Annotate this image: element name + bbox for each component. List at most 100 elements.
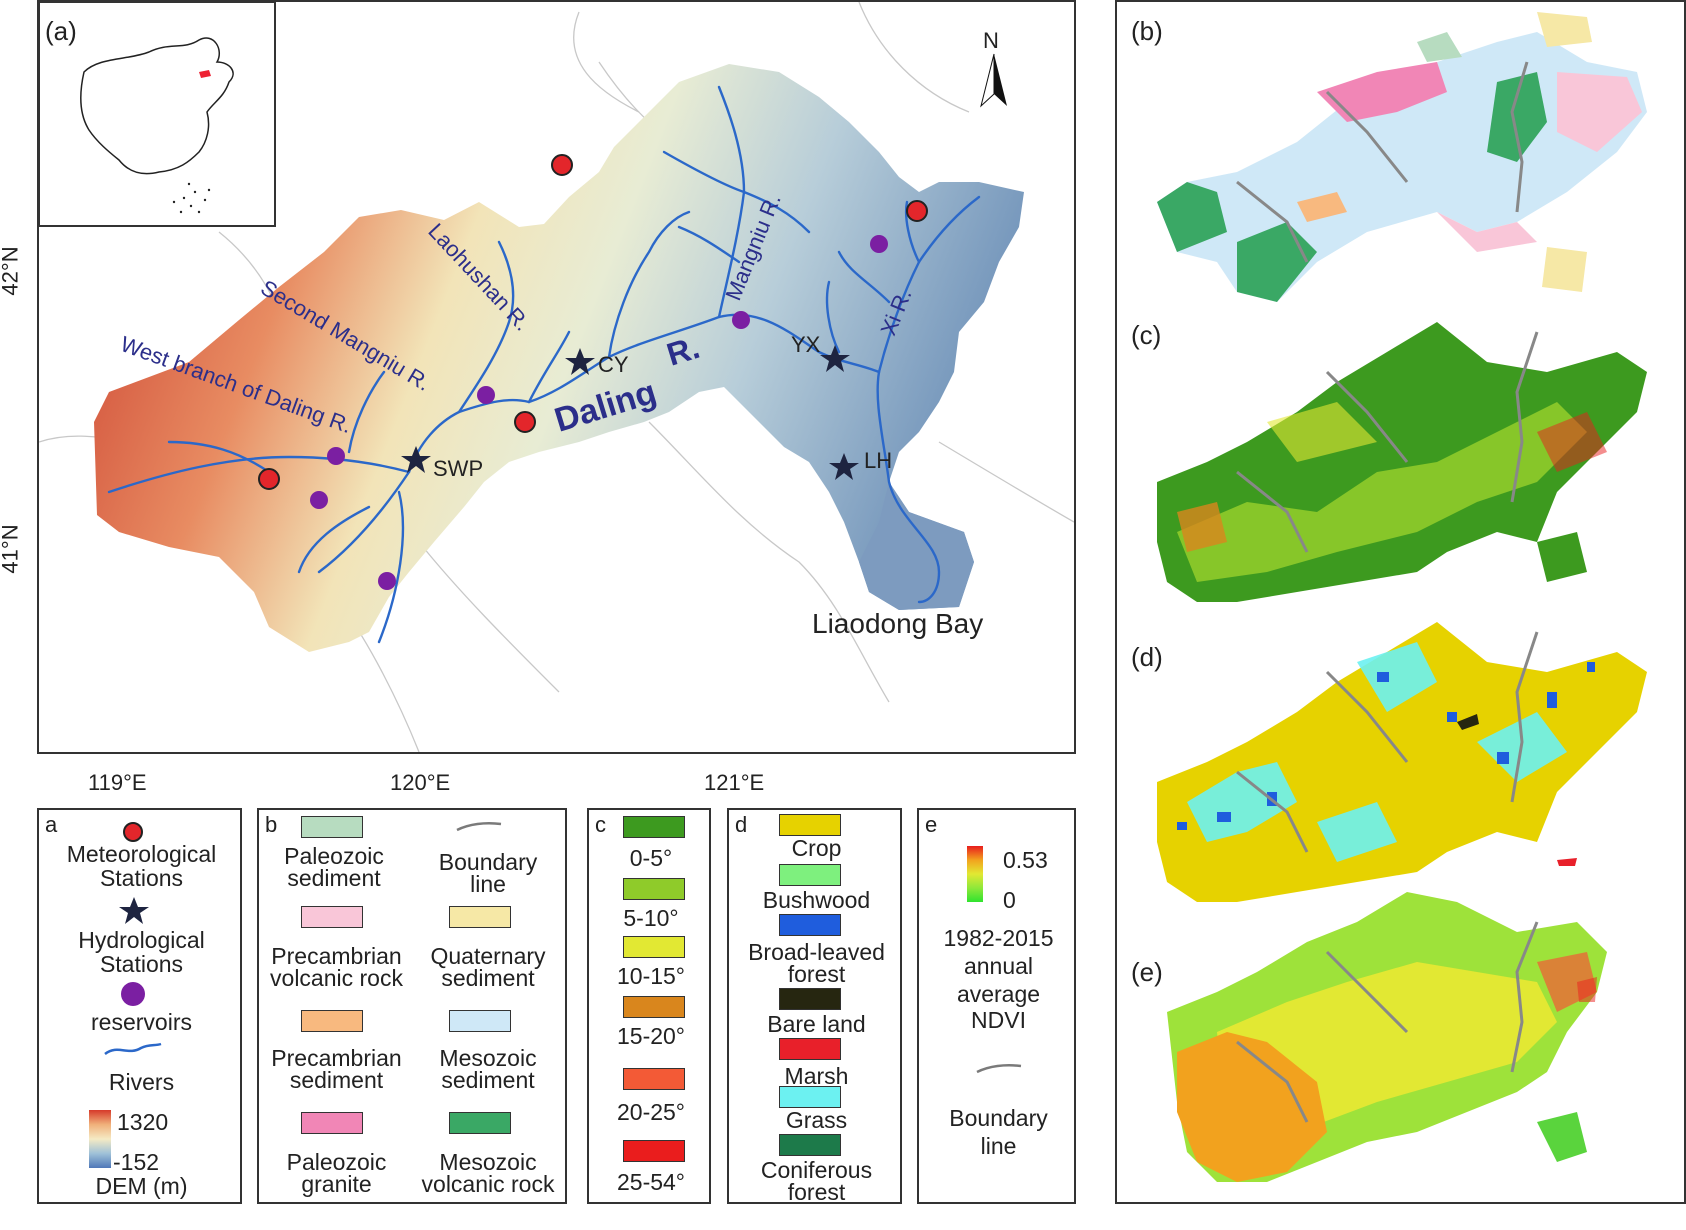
swatch-precambrian-volcanic <box>301 906 363 928</box>
main-map-panel: Daling R. Laohushan R. Second Mangniu R.… <box>37 0 1076 754</box>
legend-b-item-3-l1: Quaternary <box>430 943 546 969</box>
river-network <box>107 85 981 644</box>
swatch-slope-0-5 <box>623 816 685 838</box>
legend-b-item-7-l1: Mesozoic <box>439 1149 537 1175</box>
legend-b-item-6-l1: Paleozoic <box>286 1149 387 1175</box>
landuse-label-conif-2: forest <box>787 1179 846 1205</box>
panel-label-e: (e) <box>1131 957 1163 987</box>
legend-b-item-0-l1: Paleozoic <box>284 843 384 869</box>
legend-b-item-3-l2: sediment <box>441 965 535 991</box>
ndvi-title-2: annual <box>963 953 1034 979</box>
ndvi-max-label: 0.53 <box>1003 847 1048 873</box>
ndvi-title-3: average <box>956 981 1041 1007</box>
swatch-bare-land <box>779 988 841 1010</box>
right-panels-frame: (b) (c) (d) <box>1115 0 1686 1204</box>
legend-b-item-6-l2: granite <box>301 1171 372 1197</box>
label-yx: YX <box>791 332 821 357</box>
panel-c-slope-map <box>1157 322 1647 602</box>
legend-b-item-2-l2: volcanic rock <box>270 965 403 991</box>
ndvi-boundary-symbol <box>976 1064 1022 1074</box>
legend-b-item-4-l2: sediment <box>289 1067 384 1093</box>
legend-a-key: a <box>45 812 58 837</box>
north-arrow-icon <box>994 54 1007 106</box>
hydro-station-swp <box>401 446 431 473</box>
label-liaodong-bay: Liaodong Bay <box>812 608 983 639</box>
legend-b-key: b <box>265 812 278 837</box>
ndvi-colorbar <box>967 846 983 902</box>
landuse-label-bare: Bare land <box>767 1011 866 1037</box>
swatch-precambrian-sediment <box>301 1010 363 1032</box>
swatch-bushwood <box>779 864 841 886</box>
reservoir-symbol <box>121 982 145 1006</box>
landuse-label-crop: Crop <box>791 835 842 861</box>
ndvi-min-label: 0 <box>1003 887 1016 913</box>
china-outline <box>79 37 234 175</box>
slope-label-5: 25-54° <box>616 1169 686 1195</box>
legend-c-key: c <box>595 812 606 837</box>
legend-a-hyd-line1: Hydrological <box>78 927 205 953</box>
liaodong-bay-water <box>859 482 974 610</box>
main-map-svg: Daling R. Laohushan R. Second Mangniu R.… <box>39 2 1074 752</box>
met-station <box>258 468 280 490</box>
swatch-broad-leaved <box>779 914 841 936</box>
lon-tick-120: 120°E <box>390 770 451 795</box>
swatch-grass <box>779 1086 841 1108</box>
legend-b-item-2-l1: Precambrian <box>271 943 402 969</box>
label-cy: CY <box>598 352 629 377</box>
slope-label-3: 15-20° <box>616 1023 686 1049</box>
legend-d: d Crop Bushwood Broad-leaved forest Bare… <box>727 808 902 1204</box>
slope-label-0: 0-5° <box>629 845 673 871</box>
south-china-sea-dots <box>172 182 211 214</box>
legend-c: c 0-5° 5-10° 10-15° 15-20° 20-25° 25-54° <box>587 808 711 1204</box>
legend-b-item-4-l1: Precambrian <box>271 1045 402 1071</box>
hydro-station-cy <box>565 348 595 375</box>
legend-a-met-line1: Meteorological <box>66 841 217 867</box>
legend-b-item-0-l2: sediment <box>287 865 381 891</box>
slope-label-2: 10-15° <box>616 963 686 989</box>
dem-min-label: -152 <box>113 1149 160 1175</box>
river-symbol <box>104 1042 162 1056</box>
panel-label-a: (a) <box>45 16 77 46</box>
meteorological-stations <box>258 154 928 490</box>
lon-tick-121: 121°E <box>704 770 765 795</box>
legend-a-rivers: Rivers <box>108 1069 175 1095</box>
dem-max-label: 1320 <box>117 1109 169 1135</box>
ndvi-boundary-2: line <box>980 1133 1017 1159</box>
panel-label-d: (d) <box>1131 642 1163 672</box>
slope-label-1: 5-10° <box>623 905 679 931</box>
hydro-station-yx <box>820 345 850 372</box>
lon-tick-119: 119°E <box>88 770 147 795</box>
reservoir <box>732 311 750 329</box>
met-station <box>551 154 573 176</box>
met-station-symbol <box>123 822 143 842</box>
swatch-slope-10-15 <box>623 936 685 958</box>
legend-a-reservoirs: reservoirs <box>91 1009 192 1035</box>
hydrological-stations <box>401 345 859 480</box>
ndvi-title-1: 1982-2015 <box>943 925 1054 951</box>
boundary-line-symbol <box>456 822 502 832</box>
lat-tick-42: 42°N <box>0 246 23 296</box>
swatch-coniferous <box>779 1134 841 1156</box>
met-station <box>906 200 928 222</box>
legend-b-item-5-l2: sediment <box>441 1067 535 1093</box>
swatch-mesozoic-volcanic <box>449 1112 511 1134</box>
reservoir <box>378 572 396 590</box>
label-swp: SWP <box>433 456 483 481</box>
reservoir <box>327 447 345 465</box>
hydro-station-lh <box>829 453 859 480</box>
landuse-label-broad-2: forest <box>787 961 846 987</box>
met-station <box>514 411 536 433</box>
swatch-crop <box>779 814 841 836</box>
panel-d-landuse-map <box>1157 622 1647 902</box>
ndvi-title-4: NDVI <box>971 1007 1026 1033</box>
dem-label: DEM (m) <box>95 1173 188 1199</box>
legend-a: a Meteorological Stations Hydrological S… <box>37 808 242 1204</box>
swatch-paleozoic-granite <box>301 1112 363 1134</box>
hydro-station-symbol <box>119 897 149 924</box>
panel-b-geology-map <box>1157 12 1647 302</box>
label-lh: LH <box>864 448 892 473</box>
reservoir <box>310 491 328 509</box>
legend-a-hyd-line2: Stations <box>99 951 184 977</box>
inset-frame <box>39 2 276 227</box>
legend-b: b Paleozoic sediment Precambrian volcani… <box>257 808 567 1204</box>
